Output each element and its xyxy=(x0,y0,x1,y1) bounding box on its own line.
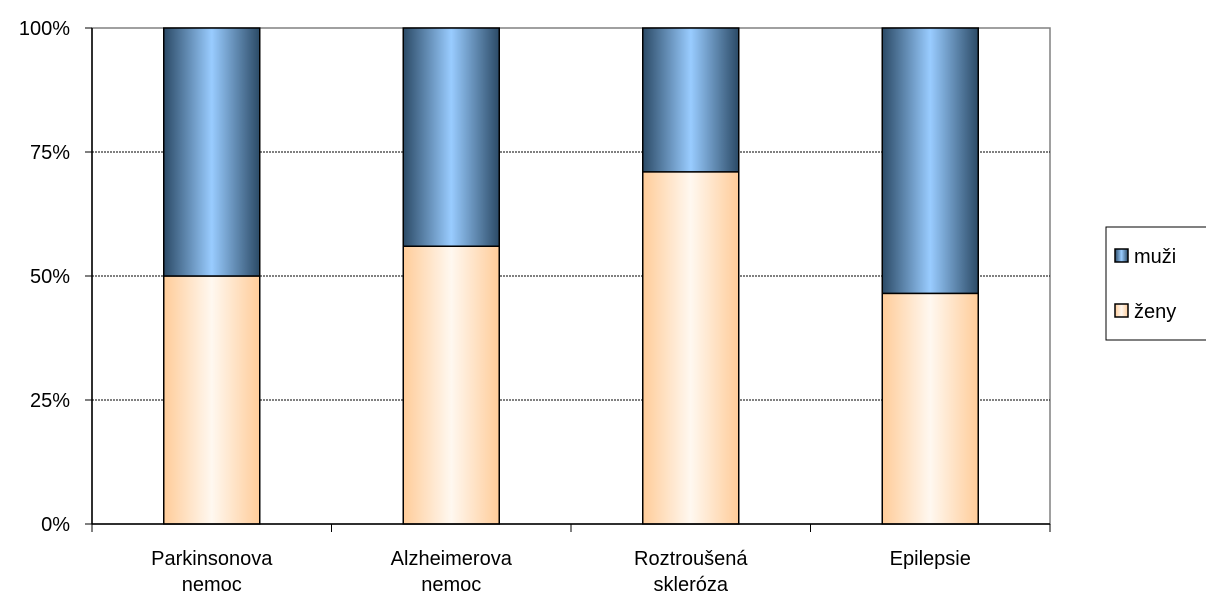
bar-zeny xyxy=(163,275,261,525)
x-category-label: Alzheimerova nemoc xyxy=(391,548,513,596)
x-category-label: Parkinsonova nemoc xyxy=(151,548,273,596)
legend-swatch xyxy=(1114,248,1129,263)
y-tick-label: 75% xyxy=(30,142,70,164)
x-category-label: Epilepsie xyxy=(890,548,971,570)
y-tick-label: 50% xyxy=(30,266,70,288)
legend-box xyxy=(1105,226,1206,341)
y-tick-label: 0% xyxy=(41,514,70,536)
bar-zeny xyxy=(402,245,500,525)
legend-swatch xyxy=(1114,303,1129,318)
legend-label: ženy xyxy=(1134,301,1176,323)
bar-muzi xyxy=(642,27,740,173)
legend: muži ženy xyxy=(1105,226,1206,341)
bar-muzi xyxy=(402,27,500,247)
bar-muzi xyxy=(163,27,261,277)
y-tick-label: 100% xyxy=(19,18,70,40)
x-category-label: Roztroušená skleróza xyxy=(634,548,748,596)
axes: 0% 25% 50% 75% 100% Parkinsonova nemoc Alzheime… xyxy=(19,18,1051,596)
legend-label: muži xyxy=(1134,246,1176,268)
bar-zeny xyxy=(881,292,979,525)
bars xyxy=(163,27,979,525)
y-tick-label: 25% xyxy=(30,390,70,412)
bar-zeny xyxy=(642,171,740,525)
bar-muzi xyxy=(881,27,979,295)
